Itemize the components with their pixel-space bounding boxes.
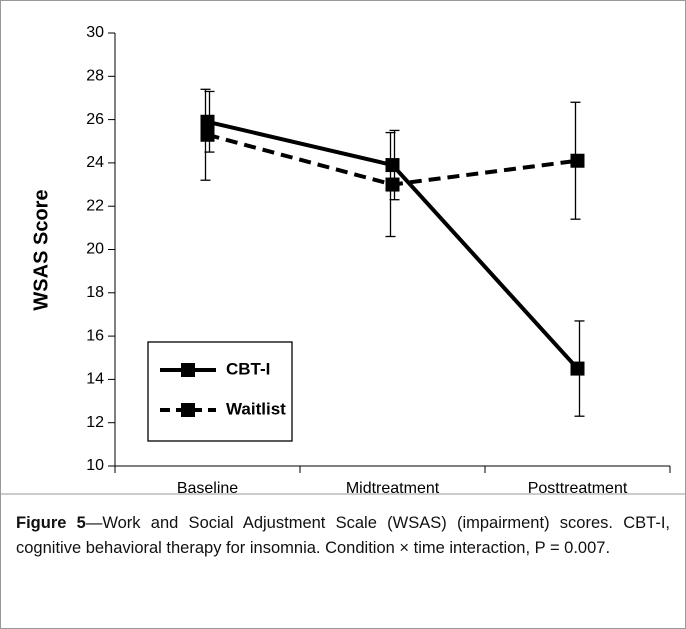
y-tick-label: 22 (86, 197, 104, 214)
x-tick-label: Midtreatment (346, 480, 440, 497)
caption-label: Figure 5 (16, 514, 86, 532)
y-tick-label: 14 (86, 371, 104, 388)
legend-label: Waitlist (226, 399, 286, 418)
y-tick-label: 30 (86, 24, 104, 41)
legend-box (147, 341, 293, 442)
marker (385, 158, 400, 173)
y-tick-label: 16 (86, 327, 104, 344)
legend-marker (181, 363, 195, 377)
y-tick-label: 28 (86, 68, 104, 85)
marker (200, 127, 215, 142)
marker (570, 153, 585, 168)
y-tick-label: 24 (86, 154, 104, 171)
marker (385, 177, 400, 192)
y-tick-label: 20 (86, 241, 104, 258)
x-tick-label: Posttreatment (528, 480, 628, 497)
marker (200, 114, 215, 129)
y-tick-label: 18 (86, 284, 104, 301)
x-tick-label: Baseline (177, 480, 238, 497)
marker (570, 361, 585, 376)
y-tick-label: 10 (86, 457, 104, 474)
caption-text: —Work and Social Adjustment Scale (WSAS)… (16, 514, 670, 557)
legend-label: CBT-I (226, 359, 270, 378)
y-tick-label: 12 (86, 414, 104, 431)
legend-marker (181, 403, 195, 417)
y-axis-label: WSAS Score (30, 189, 52, 310)
caption: Figure 5—Work and Social Adjustment Scal… (16, 511, 670, 561)
y-tick-label: 26 (86, 111, 104, 128)
